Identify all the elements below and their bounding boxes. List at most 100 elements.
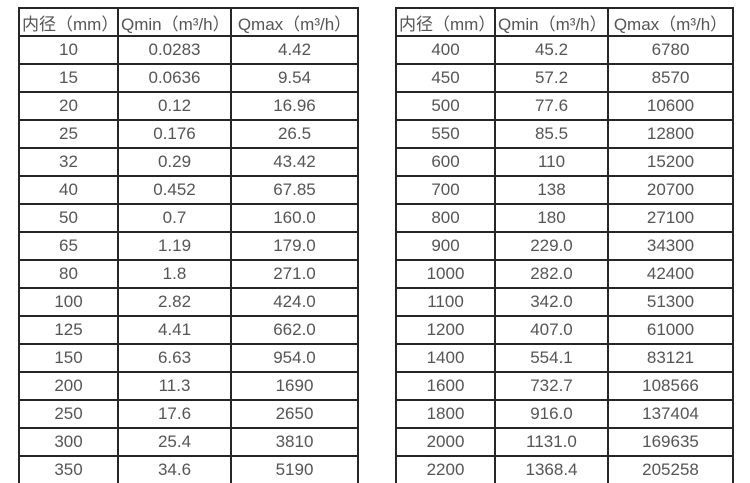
header-row: 内径（mm） Qmin（m³/h） Qmax（m³/h） [395,7,734,37]
col-header-diameter: 内径（mm） [395,7,496,37]
cell: 125 [18,315,119,345]
cell: 900 [395,231,496,261]
cell: 34300 [607,231,734,261]
cell: 6.63 [117,343,232,373]
cell: 34.6 [117,455,232,483]
cell: 100 [18,287,119,317]
cell: 271.0 [230,259,359,289]
table-row: 300 25.4 3810 [18,427,359,457]
cell: 1131.0 [494,427,609,457]
cell: 20 [18,91,119,121]
table-row: 400 45.2 6780 [395,35,734,65]
col-header-qmax: Qmax（m³/h） [230,7,359,37]
cell: 67.85 [230,175,359,205]
cell: 160.0 [230,203,359,233]
cell: 138 [494,175,609,205]
cell: 15200 [607,147,734,177]
col-header-qmin: Qmin（m³/h） [494,7,609,37]
cell: 700 [395,175,496,205]
table-row: 1800 916.0 137404 [395,399,734,429]
cell: 40 [18,175,119,205]
table-row: 125 4.41 662.0 [18,315,359,345]
col-header-qmin: Qmin（m³/h） [117,7,232,37]
cell: 65 [18,231,119,261]
cell: 1800 [395,399,496,429]
table-row: 50 0.7 160.0 [18,203,359,233]
cell: 15 [18,63,119,93]
table-row: 10 0.0283 4.42 [18,35,359,65]
cell: 1690 [230,371,359,401]
cell: 954.0 [230,343,359,373]
cell: 12800 [607,119,734,149]
header-row: 内径（mm） Qmin（m³/h） Qmax（m³/h） [18,7,359,37]
cell: 1100 [395,287,496,317]
cell: 916.0 [494,399,609,429]
table-row: 600 110 15200 [395,147,734,177]
cell: 20700 [607,175,734,205]
table-row: 1000 282.0 42400 [395,259,734,289]
cell: 1200 [395,315,496,345]
cell: 342.0 [494,287,609,317]
cell: 169635 [607,427,734,457]
cell: 300 [18,427,119,457]
cell: 1600 [395,371,496,401]
cell: 205258 [607,455,734,483]
cell: 0.452 [117,175,232,205]
cell: 80 [18,259,119,289]
table-row: 2200 1368.4 205258 [395,455,734,483]
cell: 400 [395,35,496,65]
cell: 83121 [607,343,734,373]
cell: 77.6 [494,91,609,121]
cell: 43.42 [230,147,359,177]
cell: 554.1 [494,343,609,373]
cell: 0.0283 [117,35,232,65]
cell: 2000 [395,427,496,457]
table-row: 1600 732.7 108566 [395,371,734,401]
table-row: 550 85.5 12800 [395,119,734,149]
cell: 51300 [607,287,734,317]
cell: 180 [494,203,609,233]
cell: 6780 [607,35,734,65]
cell: 11.3 [117,371,232,401]
table-row: 900 229.0 34300 [395,231,734,261]
cell: 179.0 [230,231,359,261]
cell: 732.7 [494,371,609,401]
cell: 32 [18,147,119,177]
flow-spec-table-right: 内径（mm） Qmin（m³/h） Qmax（m³/h） 400 45.2 6780… [395,7,734,483]
cell: 150 [18,343,119,373]
cell: 26.5 [230,119,359,149]
cell: 424.0 [230,287,359,317]
cell: 27100 [607,203,734,233]
table-row: 150 6.63 954.0 [18,343,359,373]
table-row: 1400 554.1 83121 [395,343,734,373]
table-row: 200 11.3 1690 [18,371,359,401]
table-row: 350 34.6 5190 [18,455,359,483]
table-row: 700 138 20700 [395,175,734,205]
col-header-qmax: Qmax（m³/h） [607,7,734,37]
cell: 350 [18,455,119,483]
cell: 16.96 [230,91,359,121]
flow-spec-table-left: 内径（mm） Qmin（m³/h） Qmax（m³/h） 10 0.0283 4.4… [18,7,359,483]
cell: 61000 [607,315,734,345]
table-row: 65 1.19 179.0 [18,231,359,261]
table-row: 1100 342.0 51300 [395,287,734,317]
cell: 4.42 [230,35,359,65]
cell: 8570 [607,63,734,93]
spec-tables-container: 内径（mm） Qmin（m³/h） Qmax（m³/h） 10 0.0283 4.4… [18,7,734,483]
cell: 5190 [230,455,359,483]
cell: 50 [18,203,119,233]
cell: 1.19 [117,231,232,261]
cell: 407.0 [494,315,609,345]
cell: 0.12 [117,91,232,121]
table-row: 500 77.6 10600 [395,91,734,121]
cell: 229.0 [494,231,609,261]
cell: 9.54 [230,63,359,93]
cell: 500 [395,91,496,121]
cell: 108566 [607,371,734,401]
cell: 10600 [607,91,734,121]
cell: 0.29 [117,147,232,177]
cell: 0.176 [117,119,232,149]
table-row: 20 0.12 16.96 [18,91,359,121]
cell: 42400 [607,259,734,289]
